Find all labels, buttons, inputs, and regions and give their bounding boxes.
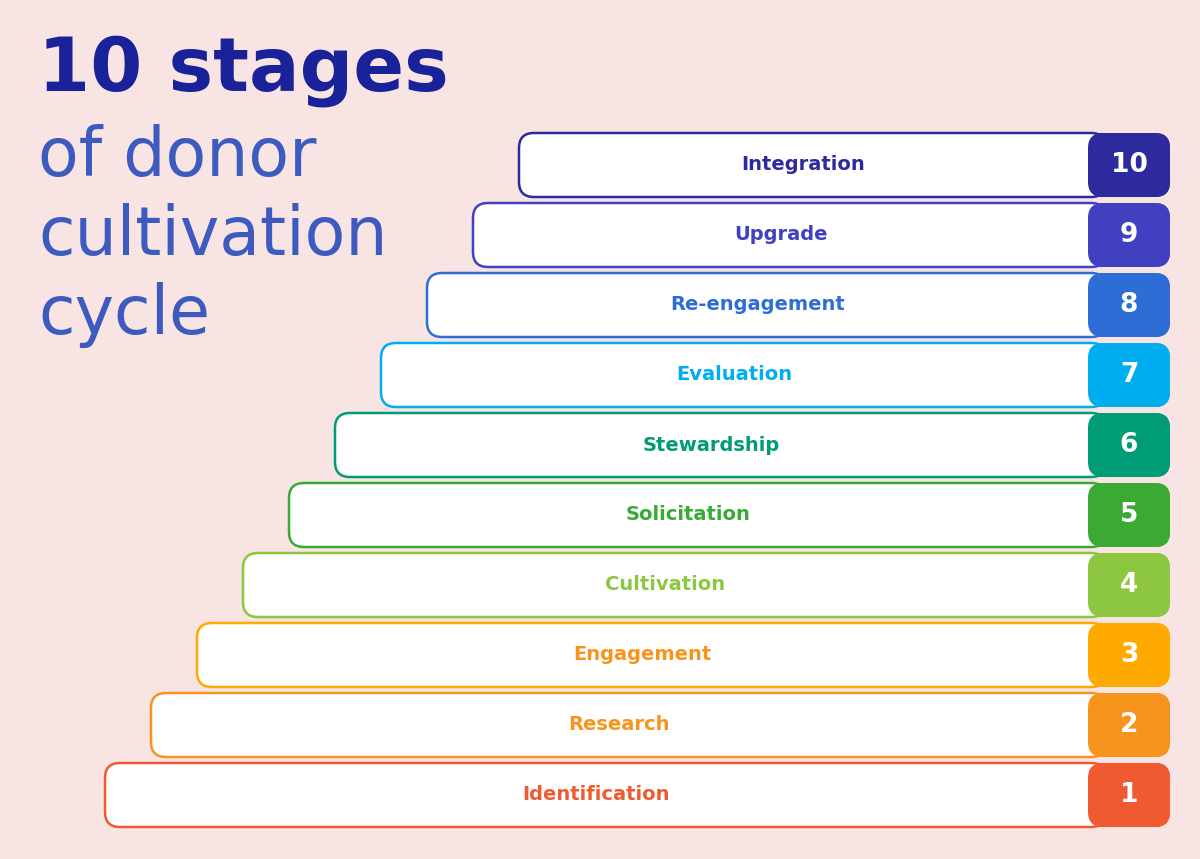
FancyBboxPatch shape	[197, 623, 1106, 687]
Text: Integration: Integration	[742, 155, 865, 174]
FancyBboxPatch shape	[1088, 553, 1170, 617]
Text: Evaluation: Evaluation	[677, 365, 792, 385]
FancyBboxPatch shape	[1088, 483, 1170, 547]
FancyBboxPatch shape	[151, 693, 1170, 757]
FancyBboxPatch shape	[520, 133, 1170, 197]
Text: Research: Research	[569, 716, 671, 734]
FancyBboxPatch shape	[197, 623, 1170, 687]
FancyBboxPatch shape	[1088, 693, 1170, 757]
FancyBboxPatch shape	[244, 553, 1106, 617]
Text: Solicitation: Solicitation	[626, 505, 751, 525]
FancyBboxPatch shape	[382, 343, 1170, 407]
Text: 10: 10	[1110, 152, 1147, 178]
FancyBboxPatch shape	[151, 693, 1106, 757]
Text: Identification: Identification	[523, 785, 671, 805]
FancyBboxPatch shape	[1088, 133, 1170, 197]
FancyBboxPatch shape	[289, 483, 1106, 547]
FancyBboxPatch shape	[1088, 623, 1170, 687]
FancyBboxPatch shape	[1088, 763, 1170, 827]
Text: Cultivation: Cultivation	[606, 576, 726, 594]
FancyBboxPatch shape	[289, 483, 1170, 547]
Text: 7: 7	[1120, 362, 1138, 388]
Text: 6: 6	[1120, 432, 1138, 458]
Text: Re-engagement: Re-engagement	[670, 295, 845, 314]
FancyBboxPatch shape	[244, 553, 1170, 617]
Text: 5: 5	[1120, 502, 1138, 528]
FancyBboxPatch shape	[1088, 203, 1170, 267]
FancyBboxPatch shape	[106, 763, 1170, 827]
FancyBboxPatch shape	[1088, 273, 1170, 337]
Text: 2: 2	[1120, 712, 1138, 738]
Text: Engagement: Engagement	[574, 645, 712, 665]
Text: of donor
cultivation
cycle: of donor cultivation cycle	[38, 124, 388, 348]
Text: Stewardship: Stewardship	[643, 436, 780, 454]
Text: Upgrade: Upgrade	[733, 226, 827, 245]
Text: 8: 8	[1120, 292, 1138, 318]
Text: 3: 3	[1120, 642, 1138, 668]
Text: 1: 1	[1120, 782, 1139, 808]
FancyBboxPatch shape	[473, 203, 1106, 267]
FancyBboxPatch shape	[427, 273, 1106, 337]
FancyBboxPatch shape	[427, 273, 1170, 337]
FancyBboxPatch shape	[382, 343, 1106, 407]
FancyBboxPatch shape	[106, 763, 1106, 827]
FancyBboxPatch shape	[473, 203, 1170, 267]
FancyBboxPatch shape	[1088, 343, 1170, 407]
Text: 10 stages: 10 stages	[38, 34, 449, 107]
Text: 9: 9	[1120, 222, 1138, 248]
FancyBboxPatch shape	[520, 133, 1106, 197]
Text: 4: 4	[1120, 572, 1138, 598]
FancyBboxPatch shape	[335, 413, 1106, 477]
FancyBboxPatch shape	[335, 413, 1170, 477]
FancyBboxPatch shape	[1088, 413, 1170, 477]
